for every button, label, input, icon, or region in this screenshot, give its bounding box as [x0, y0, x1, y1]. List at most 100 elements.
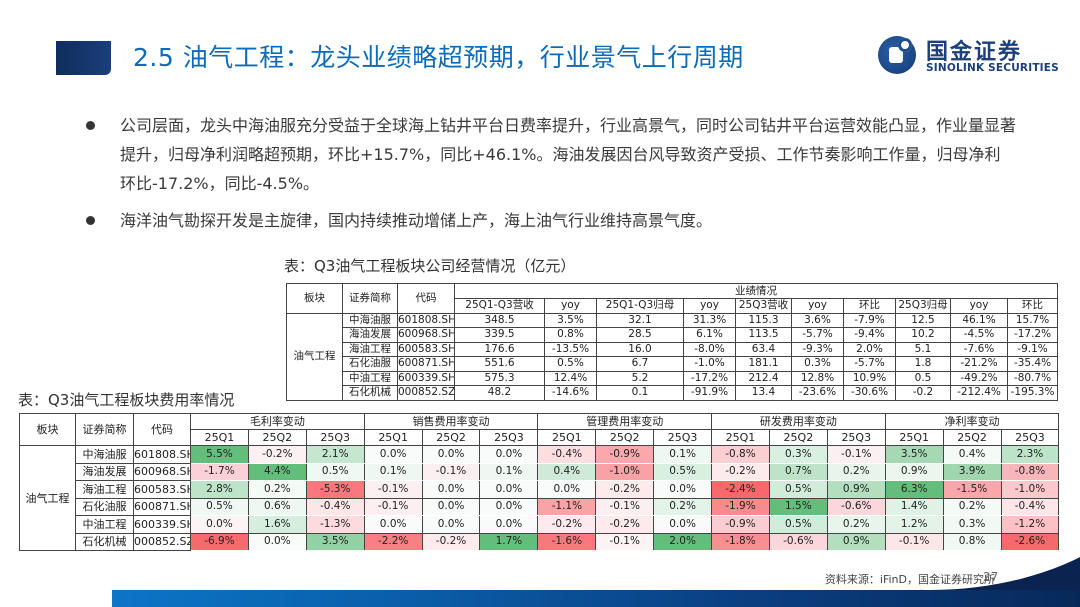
heatmap-cell: 0.2% — [942, 498, 1002, 516]
value-cell: 0.5 — [895, 370, 951, 386]
stock-name: 中海油服 — [342, 312, 398, 328]
value-cell: -1.0% — [683, 356, 736, 372]
heatmap-cell: -1.6% — [537, 533, 597, 551]
value-cell: 10.2 — [895, 327, 951, 343]
table-row: 石化油服 600871.SH 0.5% 0.6% -0.4% -0.1% 0.0% 0.0% -… — [20, 497, 1060, 516]
value-cell: -212.4% — [950, 385, 1008, 401]
table-row: 油气工程 中海油服 601808.SH 348.5 3.5% 32.1 31.3% 115.3… — [286, 312, 1059, 401]
value-cell: 28.5 — [596, 327, 684, 343]
heatmap-cell: 0.5% — [768, 515, 828, 534]
logo-english-name: SINOLINK SECURITIES — [926, 62, 1059, 74]
value-cell: 115.3 — [735, 312, 792, 328]
value-cell: 5.1 — [895, 341, 951, 357]
value-cell: -195.3% — [1006, 385, 1059, 401]
heatmap-cell: -1.0% — [595, 463, 655, 481]
column-header: yoy — [950, 298, 1008, 314]
logo-chinese-name: 国金证券 — [926, 40, 1023, 65]
heatmap-cell: 0.7% — [768, 463, 828, 481]
heatmap-cell: -0.8% — [711, 445, 770, 464]
value-cell: 10.9% — [843, 370, 896, 386]
heatmap-cell: 1.4% — [884, 498, 944, 516]
heatmap-cell: -0.1% — [421, 463, 481, 481]
heatmap-cell: 0.0% — [363, 515, 423, 534]
heatmap-cell: 0.1% — [479, 463, 539, 481]
heatmap-cell: -0.9% — [595, 445, 655, 464]
value-cell: 15.7% — [1006, 312, 1059, 328]
heatmap-cell: -0.1% — [595, 533, 655, 551]
value-cell: 46.1% — [950, 312, 1008, 328]
stock-code: 600339.SH — [397, 370, 455, 386]
heatmap-cell: 0.5% — [305, 463, 365, 481]
value-cell: -17.2% — [683, 370, 736, 386]
heatmap-cell: 5.5% — [190, 445, 249, 464]
stock-name: 石化机械 — [75, 532, 134, 551]
value-cell: -13.5% — [544, 341, 597, 357]
stock-code: 600871.SH — [397, 356, 455, 372]
table-row: 中油工程 600339.SH 575.3 12.4% 5.2 -17.2% 212.4 12.… — [287, 370, 1059, 386]
heatmap-cell: 0.0% — [363, 445, 423, 464]
value-cell: 0.8% — [544, 327, 597, 343]
table2-caption: 表：Q3油气工程板块费用率情况 — [18, 391, 235, 409]
table-row: 海油工程 600583.SH 176.6 -13.5% 16.0 -8.0% 63.4 -9.… — [287, 341, 1059, 357]
header-group-performance: 业绩情况 — [453, 283, 1059, 299]
value-cell: 3.6% — [791, 312, 844, 328]
column-header: yoy — [683, 298, 736, 314]
heatmap-cell: 0.0% — [421, 480, 481, 499]
stock-name: 海油工程 — [342, 341, 398, 357]
stock-code: 600583.SH — [397, 341, 455, 357]
value-cell: 5.2 — [596, 370, 684, 386]
heatmap-cell: 0.0% — [190, 515, 249, 534]
value-cell: 0.1 — [596, 385, 684, 401]
heatmap-cell: 2.1% — [305, 445, 365, 464]
value-cell: -80.7% — [1006, 370, 1059, 386]
stock-code: 000852.SZ — [133, 532, 191, 551]
column-header: 环比 — [1006, 298, 1059, 314]
heatmap-cell: -0.2% — [595, 480, 655, 499]
heatmap-cell: 2.8% — [190, 480, 249, 499]
heatmap-cell: -1.8% — [711, 533, 770, 551]
heatmap-cell: 0.9% — [826, 480, 886, 499]
table1-caption: 表：Q3油气工程板块公司经营情况（亿元） — [284, 257, 576, 275]
table-row: 中油工程 600339.SH 0.0% 1.6% -1.3% 0.0% 0.0% 0.0% -0… — [20, 515, 1060, 534]
stock-code: 600339.SH — [133, 515, 191, 534]
sector-cell: 油气工程 — [19, 445, 76, 551]
stock-code: 600968.SH — [397, 327, 455, 343]
value-cell: 113.5 — [735, 327, 792, 343]
heatmap-cell: 1.2% — [884, 515, 944, 534]
stock-name: 海油发展 — [75, 462, 134, 481]
value-cell: -17.2% — [1006, 327, 1059, 343]
heatmap-cell: 0.5% — [768, 480, 828, 499]
heatmap-cell: -1.0% — [1000, 480, 1060, 499]
heatmap-cell: 2.0% — [653, 533, 713, 551]
value-cell: 12.5 — [895, 312, 951, 328]
quarter-header: 25Q3 — [826, 429, 886, 446]
stock-name: 海油工程 — [75, 480, 134, 499]
header-code: 代码 — [397, 283, 455, 314]
quarter-header: 25Q3 — [653, 429, 713, 446]
heatmap-cell: 0.1% — [363, 463, 423, 481]
heatmap-cell: -2.4% — [711, 480, 770, 499]
heatmap-cell: 0.0% — [537, 480, 597, 499]
heatmap-cell: 0.0% — [421, 515, 481, 534]
heatmap-cell: 0.0% — [479, 480, 539, 499]
stock-name: 石化油服 — [75, 497, 134, 516]
header-sector: 板块 — [19, 413, 76, 446]
column-header: 25Q1-Q3归母 — [596, 298, 684, 314]
heatmap-cell: -0.1% — [595, 498, 655, 516]
stock-name: 石化机械 — [342, 385, 398, 401]
heatmap-cell: 6.3% — [884, 480, 944, 499]
bullet-item: 海洋油气勘探开发是主旋律，国内持续推动增储上产，海上油气行业维持高景气度。 — [86, 206, 1016, 235]
stock-code: 600871.SH — [133, 497, 191, 516]
quarter-header: 25Q1 — [884, 429, 944, 446]
heatmap-cell: 0.9% — [884, 463, 944, 481]
value-cell: -9.4% — [843, 327, 896, 343]
value-cell: -5.7% — [791, 327, 844, 343]
heatmap-cell: -0.2% — [247, 445, 307, 464]
header-group: 管理费用率变动 — [537, 413, 713, 430]
value-cell: 12.4% — [544, 370, 597, 386]
heatmap-cell: 0.2% — [826, 463, 886, 481]
quarter-header: 25Q2 — [595, 429, 655, 446]
heatmap-cell: 0.5% — [190, 498, 249, 516]
value-cell: 6.7 — [596, 356, 684, 372]
page-number: 27 — [983, 570, 999, 584]
